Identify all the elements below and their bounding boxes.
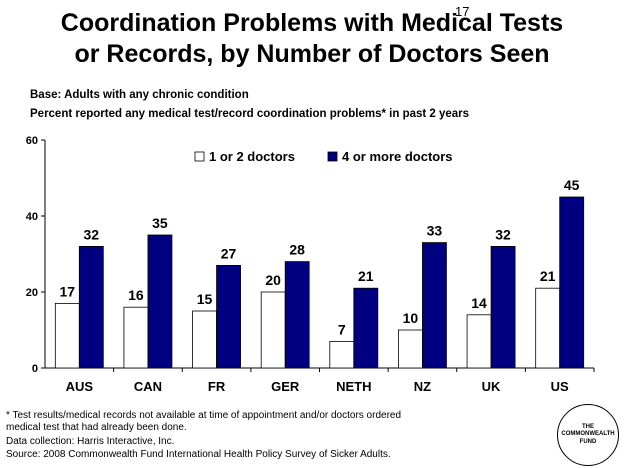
bar-1-or-2-doctors	[535, 287, 561, 369]
bar-1-or-2-doctors	[398, 329, 423, 369]
slide-title: Coordination Problems with Medical Tests…	[0, 8, 624, 70]
bar-4-or-more-doctors	[147, 234, 173, 369]
x-tick-label: AUS	[66, 379, 94, 394]
bar-1-or-2-doctors	[466, 314, 492, 369]
data-label: 33	[427, 223, 443, 239]
data-label: 15	[197, 291, 213, 307]
slide-number: 17	[455, 4, 470, 19]
data-label: 45	[564, 177, 580, 193]
bar-1-or-2-doctors	[123, 306, 149, 369]
bar-4-or-more-doctors	[559, 196, 585, 369]
x-tick-label: CAN	[134, 379, 162, 394]
bar-1-or-2-doctors	[192, 310, 217, 369]
title-line-1: Coordination Problems with Medical Tests	[60, 9, 564, 37]
base-note: Base: Adults with any chronic condition	[30, 89, 249, 101]
data-label: 14	[471, 295, 487, 311]
data-label: 20	[265, 272, 281, 288]
footnote: * Test results/medical records not avail…	[6, 410, 402, 433]
bar-1-or-2-doctors	[260, 291, 286, 369]
data-label: 21	[358, 268, 374, 284]
measure-note: Percent reported any medical test/record…	[30, 108, 470, 120]
bar-1-or-2-doctors	[329, 340, 355, 369]
data-label: 27	[221, 245, 237, 261]
bar-4-or-more-doctors	[422, 242, 447, 369]
bar-4-or-more-doctors	[284, 261, 310, 369]
bar-4-or-more-doctors	[78, 245, 104, 369]
title-line-2: or Records, by Number of Doctors Seen	[74, 40, 550, 68]
x-tick-label: GER	[271, 379, 300, 394]
legend-label: 1 or 2 doctors	[209, 149, 295, 164]
bar-1-or-2-doctors	[54, 302, 80, 369]
legend-label: 4 or more doctors	[342, 149, 453, 164]
bar-4-or-more-doctors	[216, 264, 241, 369]
data-label: 17	[60, 283, 76, 299]
data-label: 10	[403, 310, 419, 326]
data-label: 16	[128, 287, 144, 303]
x-tick-label: US	[551, 379, 569, 394]
data-label: 32	[495, 226, 511, 242]
commonwealth-fund-logo: THE COMMONWEALTH FUND	[557, 404, 619, 466]
x-tick-label: UK	[482, 379, 501, 394]
x-tick-label: NETH	[336, 379, 371, 394]
data-label: 28	[289, 242, 305, 258]
data-label: 35	[152, 215, 168, 231]
y-tick-label: 40	[26, 211, 38, 223]
legend-swatch	[327, 151, 338, 162]
data-collection-note: Data collection: Harris Interactive, Inc…	[6, 436, 175, 447]
data-label: 21	[540, 268, 556, 284]
bar-4-or-more-doctors	[490, 245, 516, 369]
y-tick-label: 60	[26, 135, 38, 147]
x-tick-label: NZ	[414, 379, 431, 394]
bar-4-or-more-doctors	[353, 287, 379, 369]
y-tick-label: 20	[26, 287, 38, 299]
logo-text: THE COMMONWEALTH FUND	[561, 423, 615, 445]
data-label: 32	[84, 226, 100, 242]
y-tick-label: 0	[32, 363, 38, 375]
x-tick-label: FR	[208, 379, 226, 394]
legend-swatch	[194, 151, 205, 162]
source-note: Source: 2008 Commonwealth Fund Internati…	[6, 449, 391, 460]
data-label: 7	[338, 321, 346, 337]
